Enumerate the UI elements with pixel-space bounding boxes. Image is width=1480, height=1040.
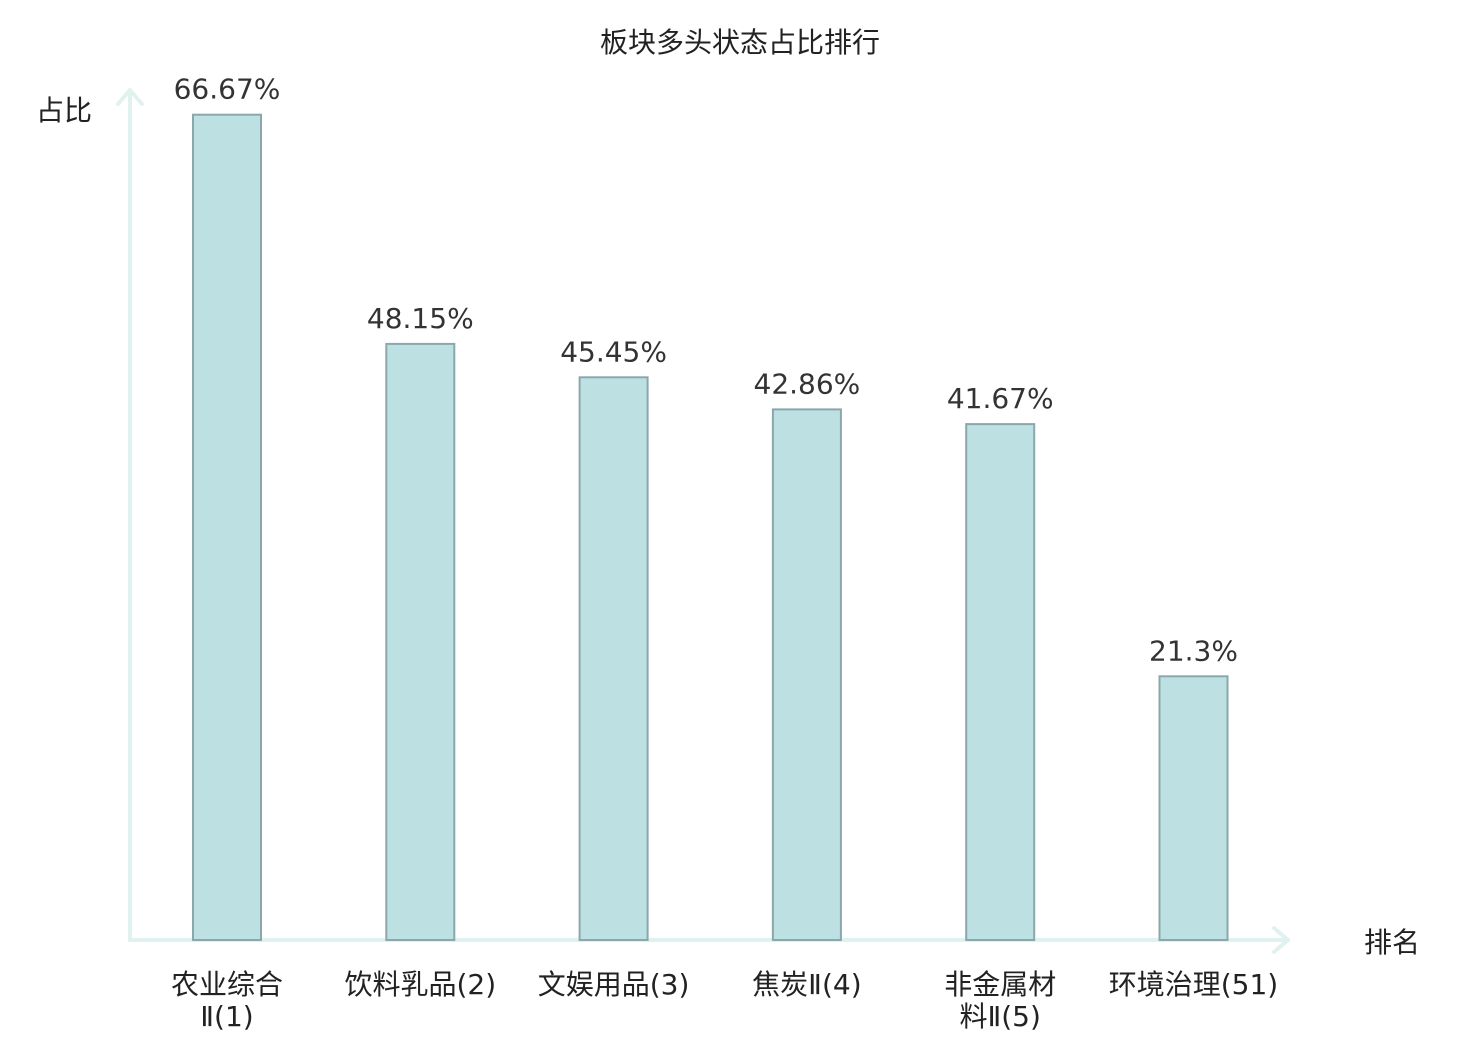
bar-2 [385, 342, 456, 941]
bar-5 [965, 423, 1036, 942]
bar-3 [578, 376, 649, 941]
y-axis-arrow [116, 88, 144, 106]
chart-title: 板块多头状态占比排行 [600, 26, 880, 59]
tick-label-5-line-1: 非金属材 [944, 968, 1056, 1001]
bar-6 [1158, 675, 1229, 941]
tick-label-1-line-1: 农业综合 [171, 968, 283, 1001]
axes [116, 88, 1290, 954]
x-axis-arrow [1272, 926, 1290, 954]
value-label-4: 42.86% [754, 367, 861, 400]
value-label-6: 21.3% [1149, 634, 1238, 667]
tick-label-3: 文娱用品(3) [538, 968, 690, 1001]
tick-label-5-line-2: 料Ⅱ(5) [959, 1000, 1040, 1033]
value-label-5: 41.67% [947, 382, 1054, 415]
value-label-2: 48.15% [367, 302, 474, 335]
y-axis-label: 占比 [36, 94, 92, 127]
tick-label-4: 焦炭Ⅱ(4) [752, 968, 861, 1001]
value-label-1: 66.67% [174, 73, 281, 106]
value-labels-group: 66.67% 48.15% 45.45% 42.86% 41.67% 21.3% [174, 73, 1238, 668]
tick-label-1-line-2: Ⅱ(1) [200, 1000, 253, 1033]
value-label-3: 45.45% [560, 335, 667, 368]
x-axis-label: 排名 [1364, 926, 1420, 959]
tick-label-2: 饮料乳品(2) [344, 968, 496, 1001]
tick-label-6: 环境治理(51) [1109, 968, 1278, 1001]
bar-4 [771, 408, 842, 941]
bar-1 [192, 113, 262, 941]
bars-group [192, 113, 1229, 942]
